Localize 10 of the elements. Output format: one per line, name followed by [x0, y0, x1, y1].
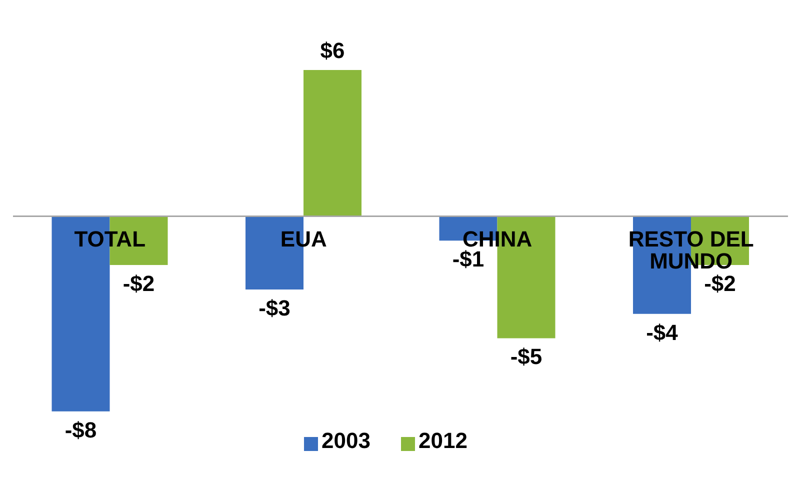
data-label: -$2: [122, 271, 155, 296]
data-label: $6: [320, 38, 345, 63]
data-label: -$8: [64, 417, 97, 442]
data-label: -$2: [704, 271, 736, 296]
legend-label: 2003: [322, 428, 370, 453]
x-tick-label: TOTAL: [74, 226, 146, 252]
legend-label: 2012: [418, 428, 468, 453]
data-label: -$5: [510, 344, 542, 370]
data-label: -$4: [646, 320, 679, 345]
data-label: -$3: [258, 295, 290, 320]
